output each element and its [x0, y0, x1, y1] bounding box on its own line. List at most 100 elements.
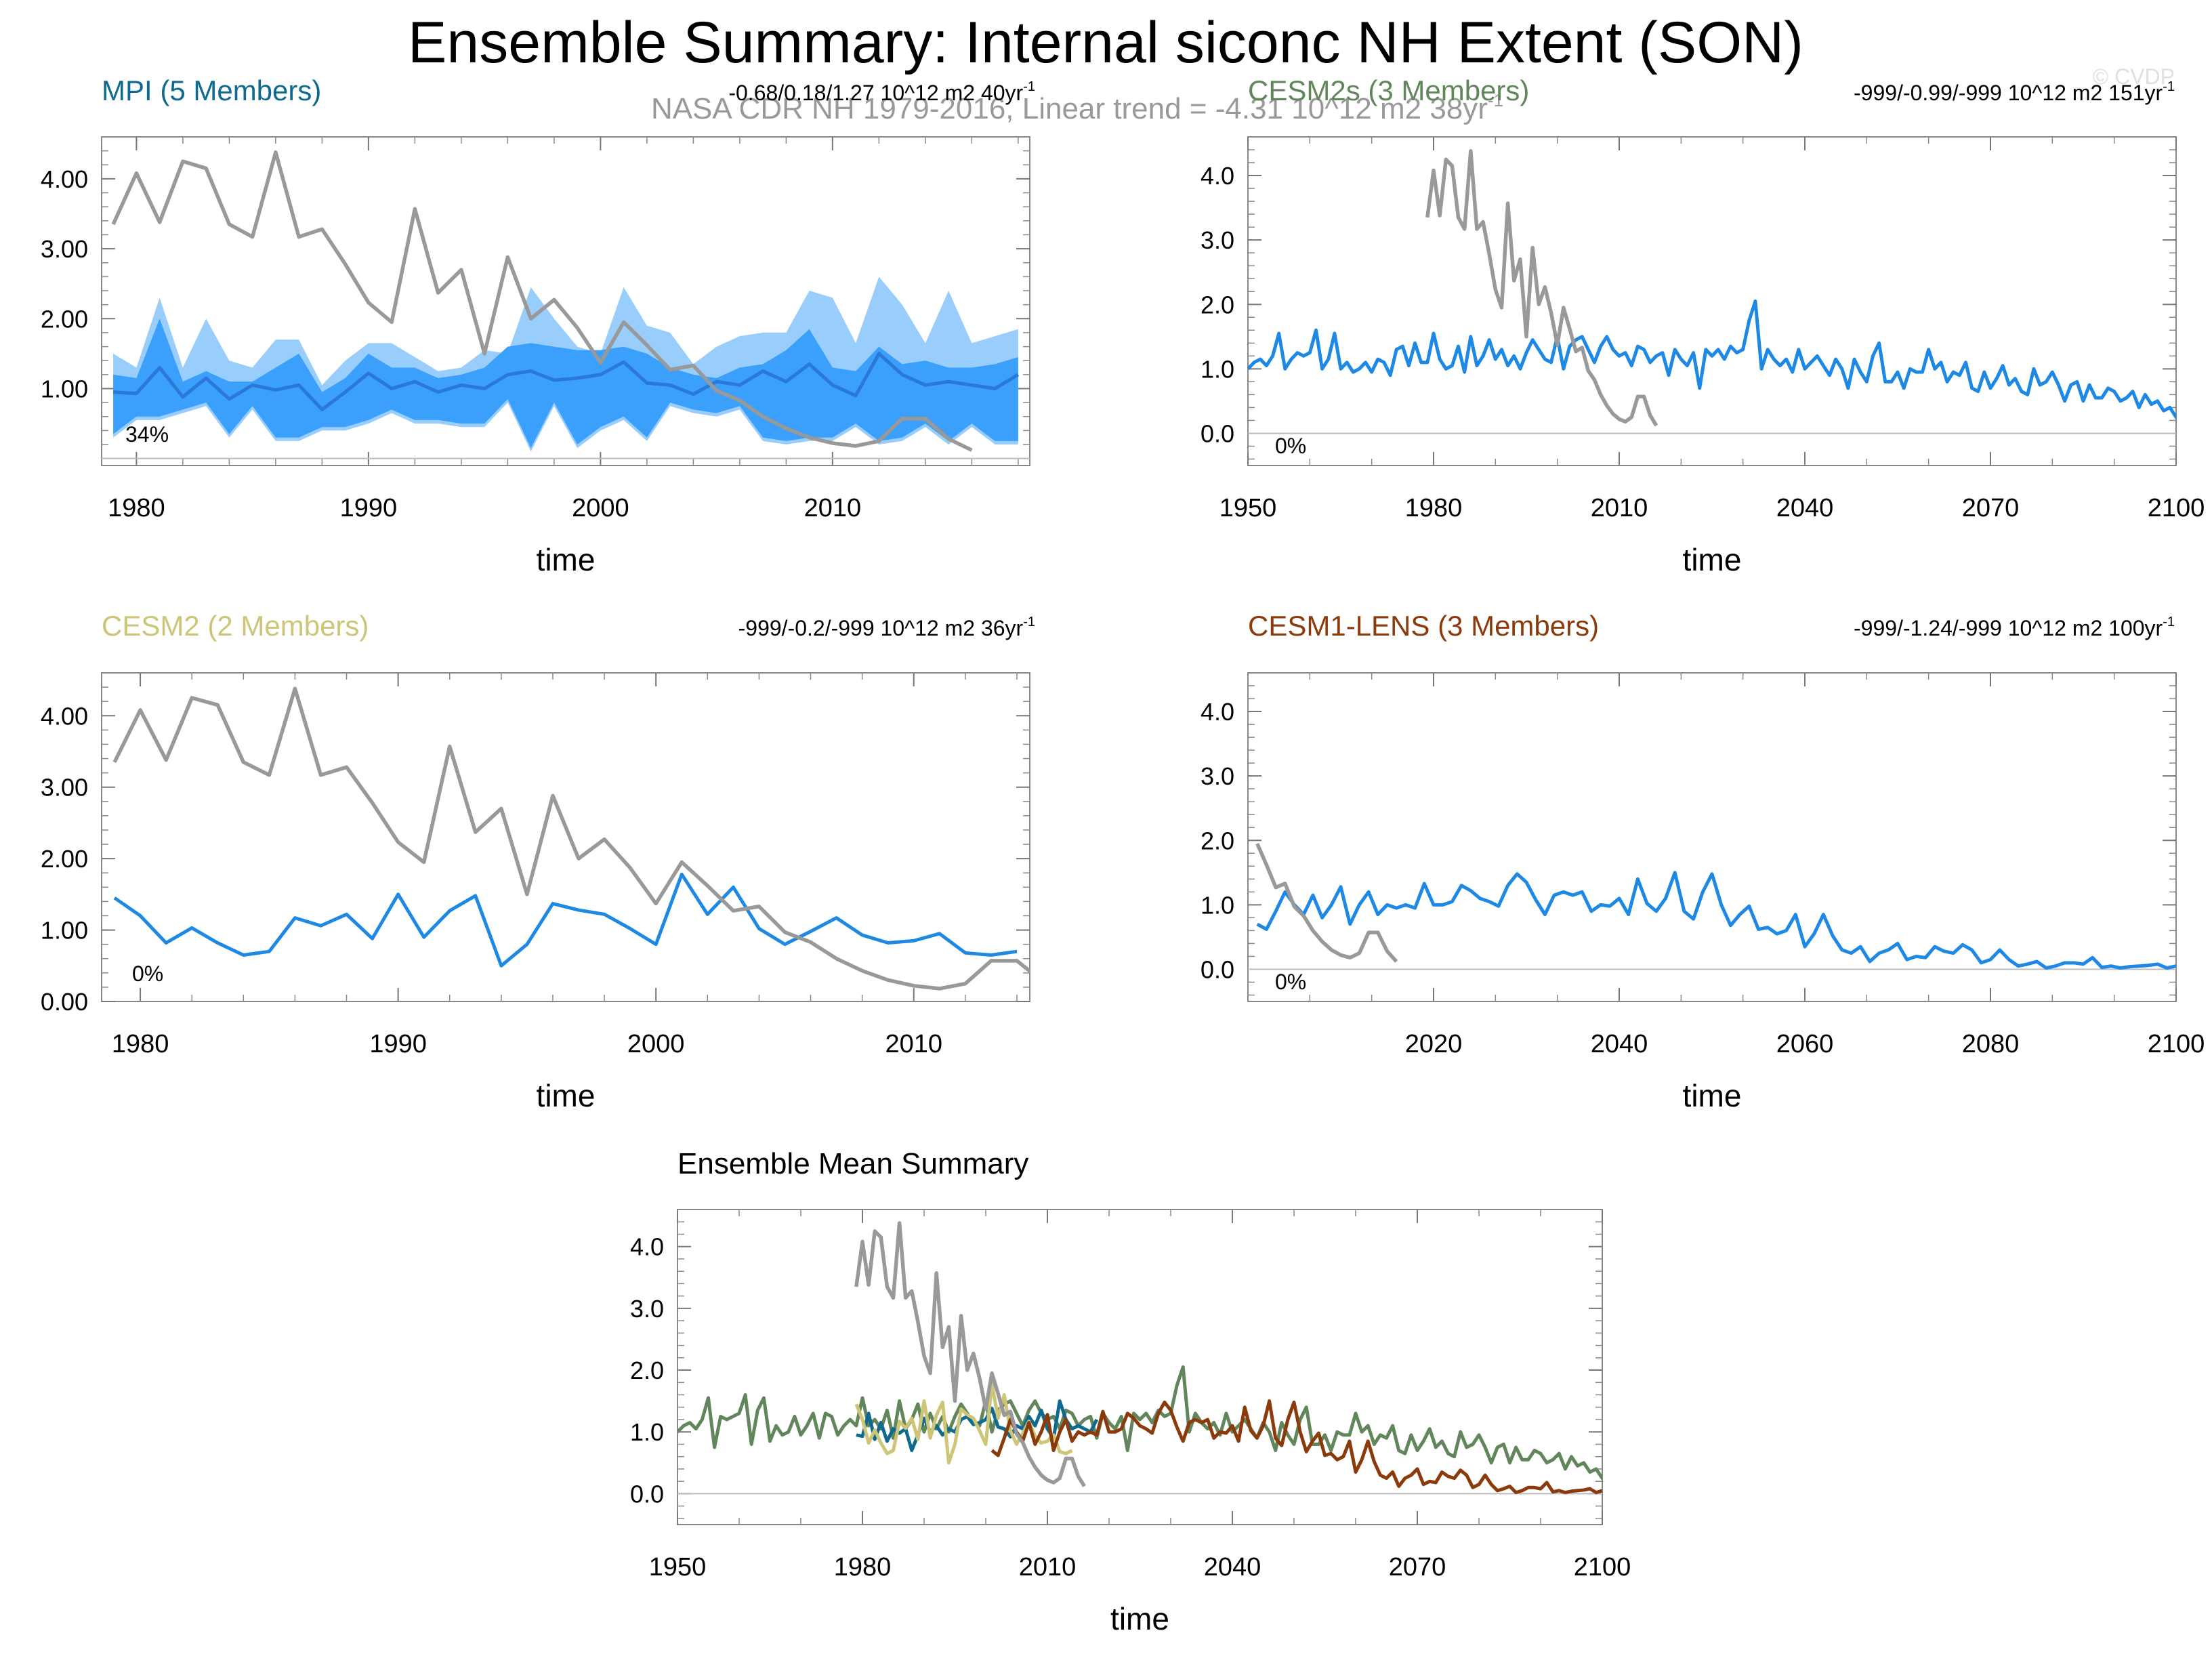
y-tick-label: 4.0 [630, 1233, 664, 1261]
x-tick-label: 2040 [1591, 1030, 1648, 1058]
y-tick-label: 2.00 [41, 305, 88, 333]
panel-title: Ensemble Mean Summary [677, 1147, 1028, 1180]
x-tick-label: 1990 [369, 1030, 427, 1058]
x-tick-label: 2010 [1019, 1553, 1077, 1581]
x-tick-label: 2070 [1389, 1553, 1446, 1581]
series-line-observations [1425, 149, 1658, 427]
series-line-ensemble-mean [1248, 299, 2176, 420]
x-tick-label: 2010 [885, 1030, 942, 1058]
y-tick-label: 3.0 [1201, 762, 1234, 790]
chart-panel-ensmean: 1950 1980 2010 2040 2070 2100 0.0 1.0 2.0 3.0 4.0 E… [630, 1147, 1631, 1636]
x-tick-label: 2040 [1204, 1553, 1261, 1581]
plot-frame [101, 672, 1030, 1002]
plot-area [111, 150, 1020, 452]
figure-subtitle: NASA CDR NH 1979-2016, Linear trend = -4… [651, 90, 1503, 125]
x-axis-label: time [1683, 542, 1742, 577]
series-line-cesm1-lens [990, 1399, 1602, 1495]
x-tick-label: 2100 [2148, 494, 2205, 522]
x-tick-label: 1990 [340, 494, 398, 522]
y-tick-label: 0.0 [1201, 419, 1234, 447]
x-axis-label: time [537, 1078, 596, 1113]
panel-stat: -0.68/0.18/1.27 10^12 m2 40yr-1 [728, 79, 1035, 105]
figure-subtitle-sup: -1 [1488, 90, 1503, 110]
plot-area [1248, 149, 2176, 427]
y-tick-label: 0.0 [1201, 955, 1234, 983]
x-axis-label: time [1683, 1078, 1742, 1113]
y-tick-label: 1.0 [1201, 891, 1234, 919]
y-tick-label: 1.0 [1201, 355, 1234, 383]
series-line-observations [112, 686, 1030, 991]
panel-stat-sup: -1 [2163, 615, 2175, 629]
x-tick-label: 2070 [1962, 494, 2020, 522]
x-tick-label: 2040 [1776, 494, 1834, 522]
plot-frame [1247, 136, 2177, 466]
panel-stat: -999/-1.24/-999 10^12 m2 100yr-1 [1854, 615, 2175, 640]
x-tick-label: 2020 [1405, 1030, 1463, 1058]
y-tick-label: 4.0 [1201, 162, 1234, 190]
x-tick-label: 2080 [1962, 1030, 2020, 1058]
plot-area [1255, 842, 2176, 970]
plot-frame [1247, 672, 2177, 1002]
panel-title: CESM2s (3 Members) [1248, 75, 1529, 106]
x-tick-label: 1980 [1405, 494, 1463, 522]
plot-area [112, 686, 1030, 991]
x-tick-label: 2100 [1574, 1553, 1631, 1581]
series-line-ensemble-mean [1256, 871, 2176, 970]
panel-stat-text: -999/-0.99/-999 10^12 m2 151yr [1854, 81, 2163, 105]
x-tick-label: 1980 [834, 1553, 892, 1581]
y-tick-label: 2.00 [41, 845, 88, 873]
y-tick-label: 3.00 [41, 774, 88, 802]
x-tick-label: 2060 [1776, 1030, 1834, 1058]
x-axis-label: time [1110, 1601, 1169, 1636]
x-axis-label: time [537, 542, 596, 577]
y-tick-label: 1.00 [41, 917, 88, 945]
chart-panel-mpi: 1980 1990 2000 2010 1.00 2.00 3.00 4.00 MPI (5 M… [41, 75, 1035, 577]
panel-stat-text: -0.68/0.18/1.27 10^12 m2 40yr [728, 81, 1023, 105]
series-line-observations [111, 150, 973, 452]
panel-title: MPI (5 Members) [102, 75, 321, 106]
series-line-cesm2 [854, 1382, 1073, 1465]
percent-label: 34% [125, 422, 169, 447]
panel-stat-text: -999/-0.2/-999 10^12 m2 36yr [738, 616, 1024, 640]
x-tick-label: 2100 [2148, 1030, 2205, 1058]
plot-frame [101, 136, 1030, 466]
percent-label: 0% [132, 961, 163, 986]
x-tick-label: 1980 [108, 494, 165, 522]
panel-stat: -999/-0.99/-999 10^12 m2 151yr-1 [1854, 79, 2175, 105]
series-line-cesm2s [677, 1365, 1602, 1481]
panels-group: 1980 1990 2000 2010 1.00 2.00 3.00 4.00 MPI (5 M… [41, 75, 2205, 1636]
y-tick-label: 2.0 [1201, 291, 1234, 318]
series-line-observations [1255, 842, 1398, 963]
y-tick-label: 0.0 [630, 1480, 664, 1508]
y-tick-label: 4.0 [1201, 698, 1234, 726]
panel-title: CESM1-LENS (3 Members) [1248, 610, 1599, 642]
x-tick-label: 2010 [804, 494, 862, 522]
panel-stat-sup: -1 [1023, 79, 1035, 94]
y-tick-label: 2.0 [1201, 827, 1234, 854]
panel-title: CESM2 (2 Members) [102, 610, 369, 642]
series-line-observations [854, 1221, 1086, 1487]
series-line-ensemble-mean [113, 872, 1018, 968]
panel-stat-sup: -1 [1023, 615, 1035, 629]
y-tick-label: 3.0 [630, 1295, 664, 1323]
x-tick-label: 1950 [649, 1553, 707, 1581]
y-tick-label: 4.00 [41, 165, 88, 193]
figure-title: Ensemble Summary: Internal siconc NH Ext… [408, 10, 1803, 75]
panel-stat-text: -999/-1.24/-999 10^12 m2 100yr [1854, 616, 2163, 640]
x-tick-label: 1980 [112, 1030, 169, 1058]
y-tick-label: 4.00 [41, 702, 88, 730]
x-tick-label: 2010 [1591, 494, 1648, 522]
y-tick-label: 2.0 [630, 1357, 664, 1384]
percent-label: 0% [1275, 434, 1306, 458]
series-line-ensemble-mean [112, 352, 1020, 411]
percent-label: 0% [1275, 970, 1306, 994]
spread-band-inner [113, 318, 1018, 449]
x-tick-label: 2000 [627, 1030, 685, 1058]
chart-panel-cesm2: 1980 1990 2000 2010 0.00 1.00 2.00 3.00 4.00 CESM… [41, 610, 1035, 1113]
x-tick-label: 1950 [1219, 494, 1277, 522]
plot-area [677, 1221, 1602, 1495]
y-tick-label: 3.0 [1201, 226, 1234, 254]
plot-frame [677, 1209, 1603, 1525]
y-tick-label: 3.00 [41, 235, 88, 263]
